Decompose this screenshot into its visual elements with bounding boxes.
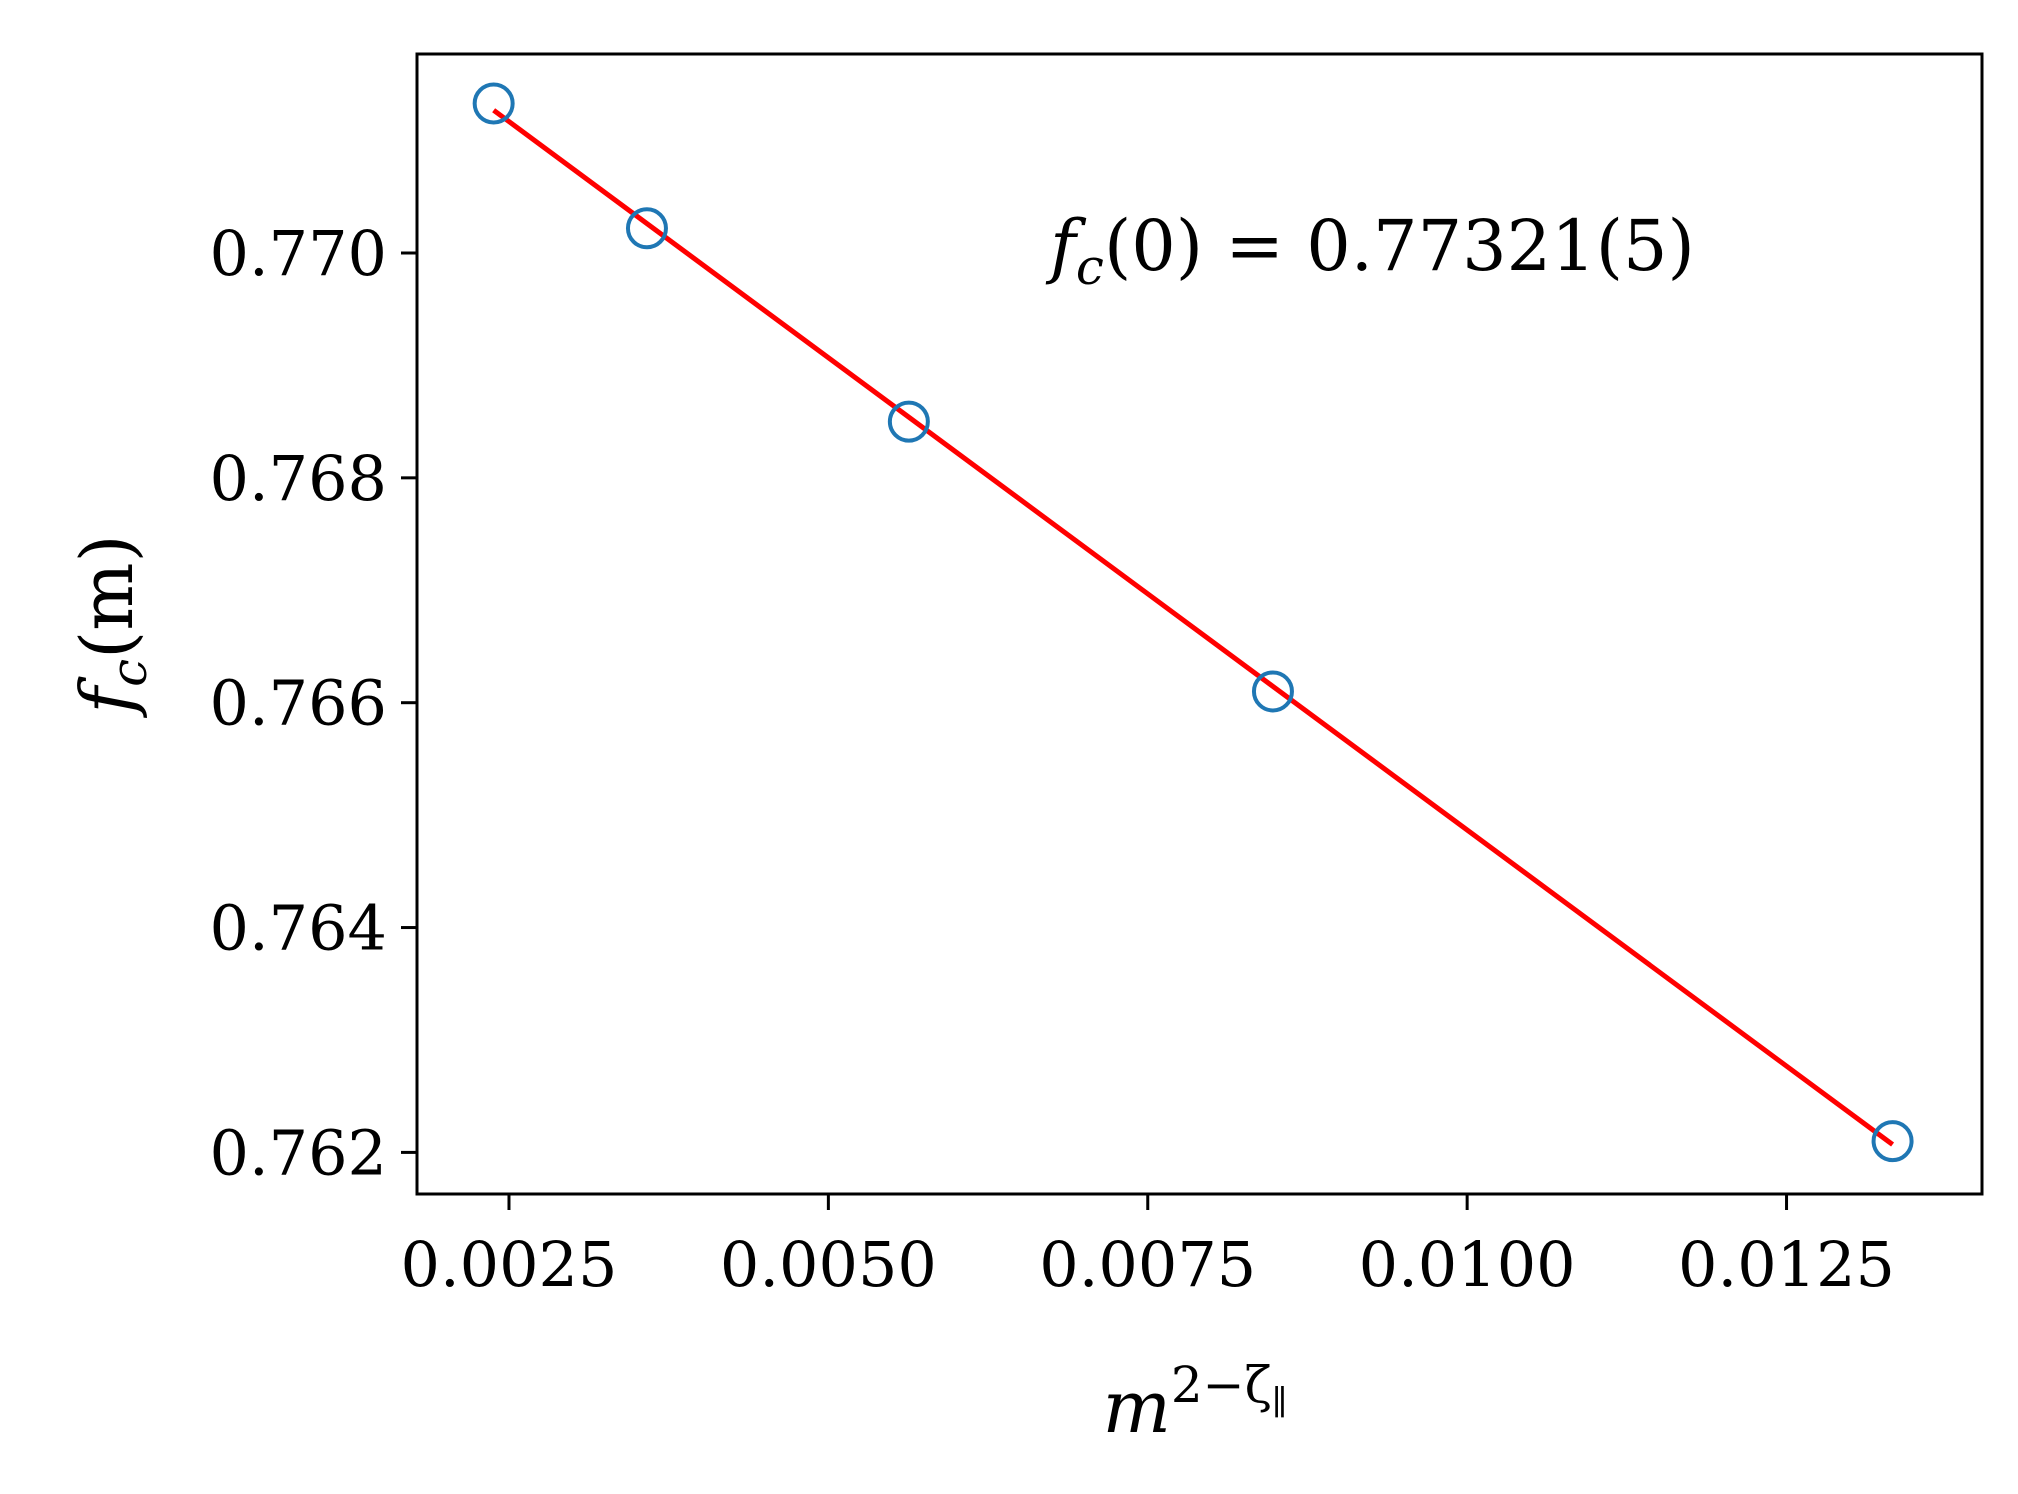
data-point — [1251, 670, 1294, 713]
x-tick-label: 0.0025 — [401, 1228, 618, 1301]
y-tick-label: 0.770 — [210, 217, 388, 290]
fit-annotation-sub: c — [1076, 238, 1104, 296]
fit-annotation-text: (0) = 0.77321(5) — [1104, 205, 1695, 287]
plot-area — [472, 82, 1914, 1163]
x-axis-label-sup: 2−ζ — [1171, 1356, 1272, 1414]
axis-ticks: 0.0025 0.0050 0.0075 0.0100 0.0125 0.762 0.764… — [210, 217, 1896, 1301]
x-tick-label: 0.0125 — [1678, 1228, 1895, 1301]
fit-annotation: fc(0) = 0.77321(5) — [1045, 205, 1695, 296]
y-tick-label: 0.764 — [210, 892, 388, 965]
fit-line — [492, 108, 1895, 1147]
y-axis-label: fc(m) — [65, 534, 158, 718]
x-tick-label: 0.0050 — [720, 1228, 937, 1301]
data-point — [887, 400, 930, 443]
y-tick-label: 0.762 — [210, 1116, 388, 1189]
y-tick-label: 0.766 — [210, 667, 388, 740]
data-point — [1871, 1120, 1914, 1163]
y-tick-label: 0.768 — [210, 442, 388, 515]
y-axis-label-sub: c — [100, 659, 158, 687]
x-tick-label: 0.0075 — [1039, 1228, 1256, 1301]
data-point — [625, 207, 668, 250]
x-axis-label-sub: ∥ — [1272, 1383, 1288, 1423]
data-point — [472, 82, 515, 125]
plot-frame — [415, 52, 1984, 1196]
y-axis-label-rest: (m) — [65, 534, 149, 658]
x-tick-label: 0.0100 — [1359, 1228, 1576, 1301]
x-axis-label: m2−ζ∥ — [1103, 1356, 1288, 1449]
